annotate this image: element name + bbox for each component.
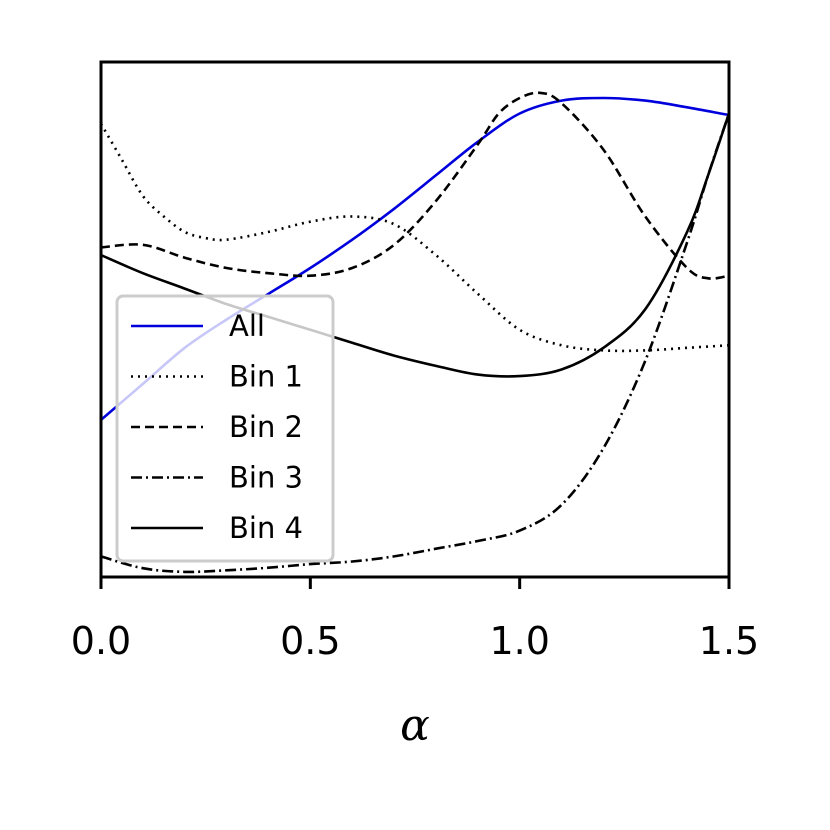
legend: All Bin 1 Bin 2 Bin 3 Bin 4 <box>115 294 335 563</box>
x-axis-label: α <box>400 700 430 751</box>
x-tick-label: 1.0 <box>489 619 549 663</box>
series-line-2 <box>99 123 730 353</box>
legend-label-4: Bin 3 <box>229 461 303 495</box>
legend-label-1: All <box>229 309 265 343</box>
legend-label-3: Bin 2 <box>229 410 303 444</box>
x-tick-label: 0.0 <box>71 619 131 663</box>
plot-frame <box>99 60 731 579</box>
x-tick-label: 0.5 <box>280 619 340 663</box>
legend-label-5: Bin 4 <box>229 511 303 545</box>
legend-label-2: Bin 1 <box>229 360 303 394</box>
series-line-4 <box>100 113 731 574</box>
x-axis: 0.0 0.5 1.0 1.5 <box>71 577 759 663</box>
legend-box <box>115 294 335 563</box>
series-line-3 <box>100 91 730 280</box>
x-tick-label: 1.5 <box>699 619 759 663</box>
